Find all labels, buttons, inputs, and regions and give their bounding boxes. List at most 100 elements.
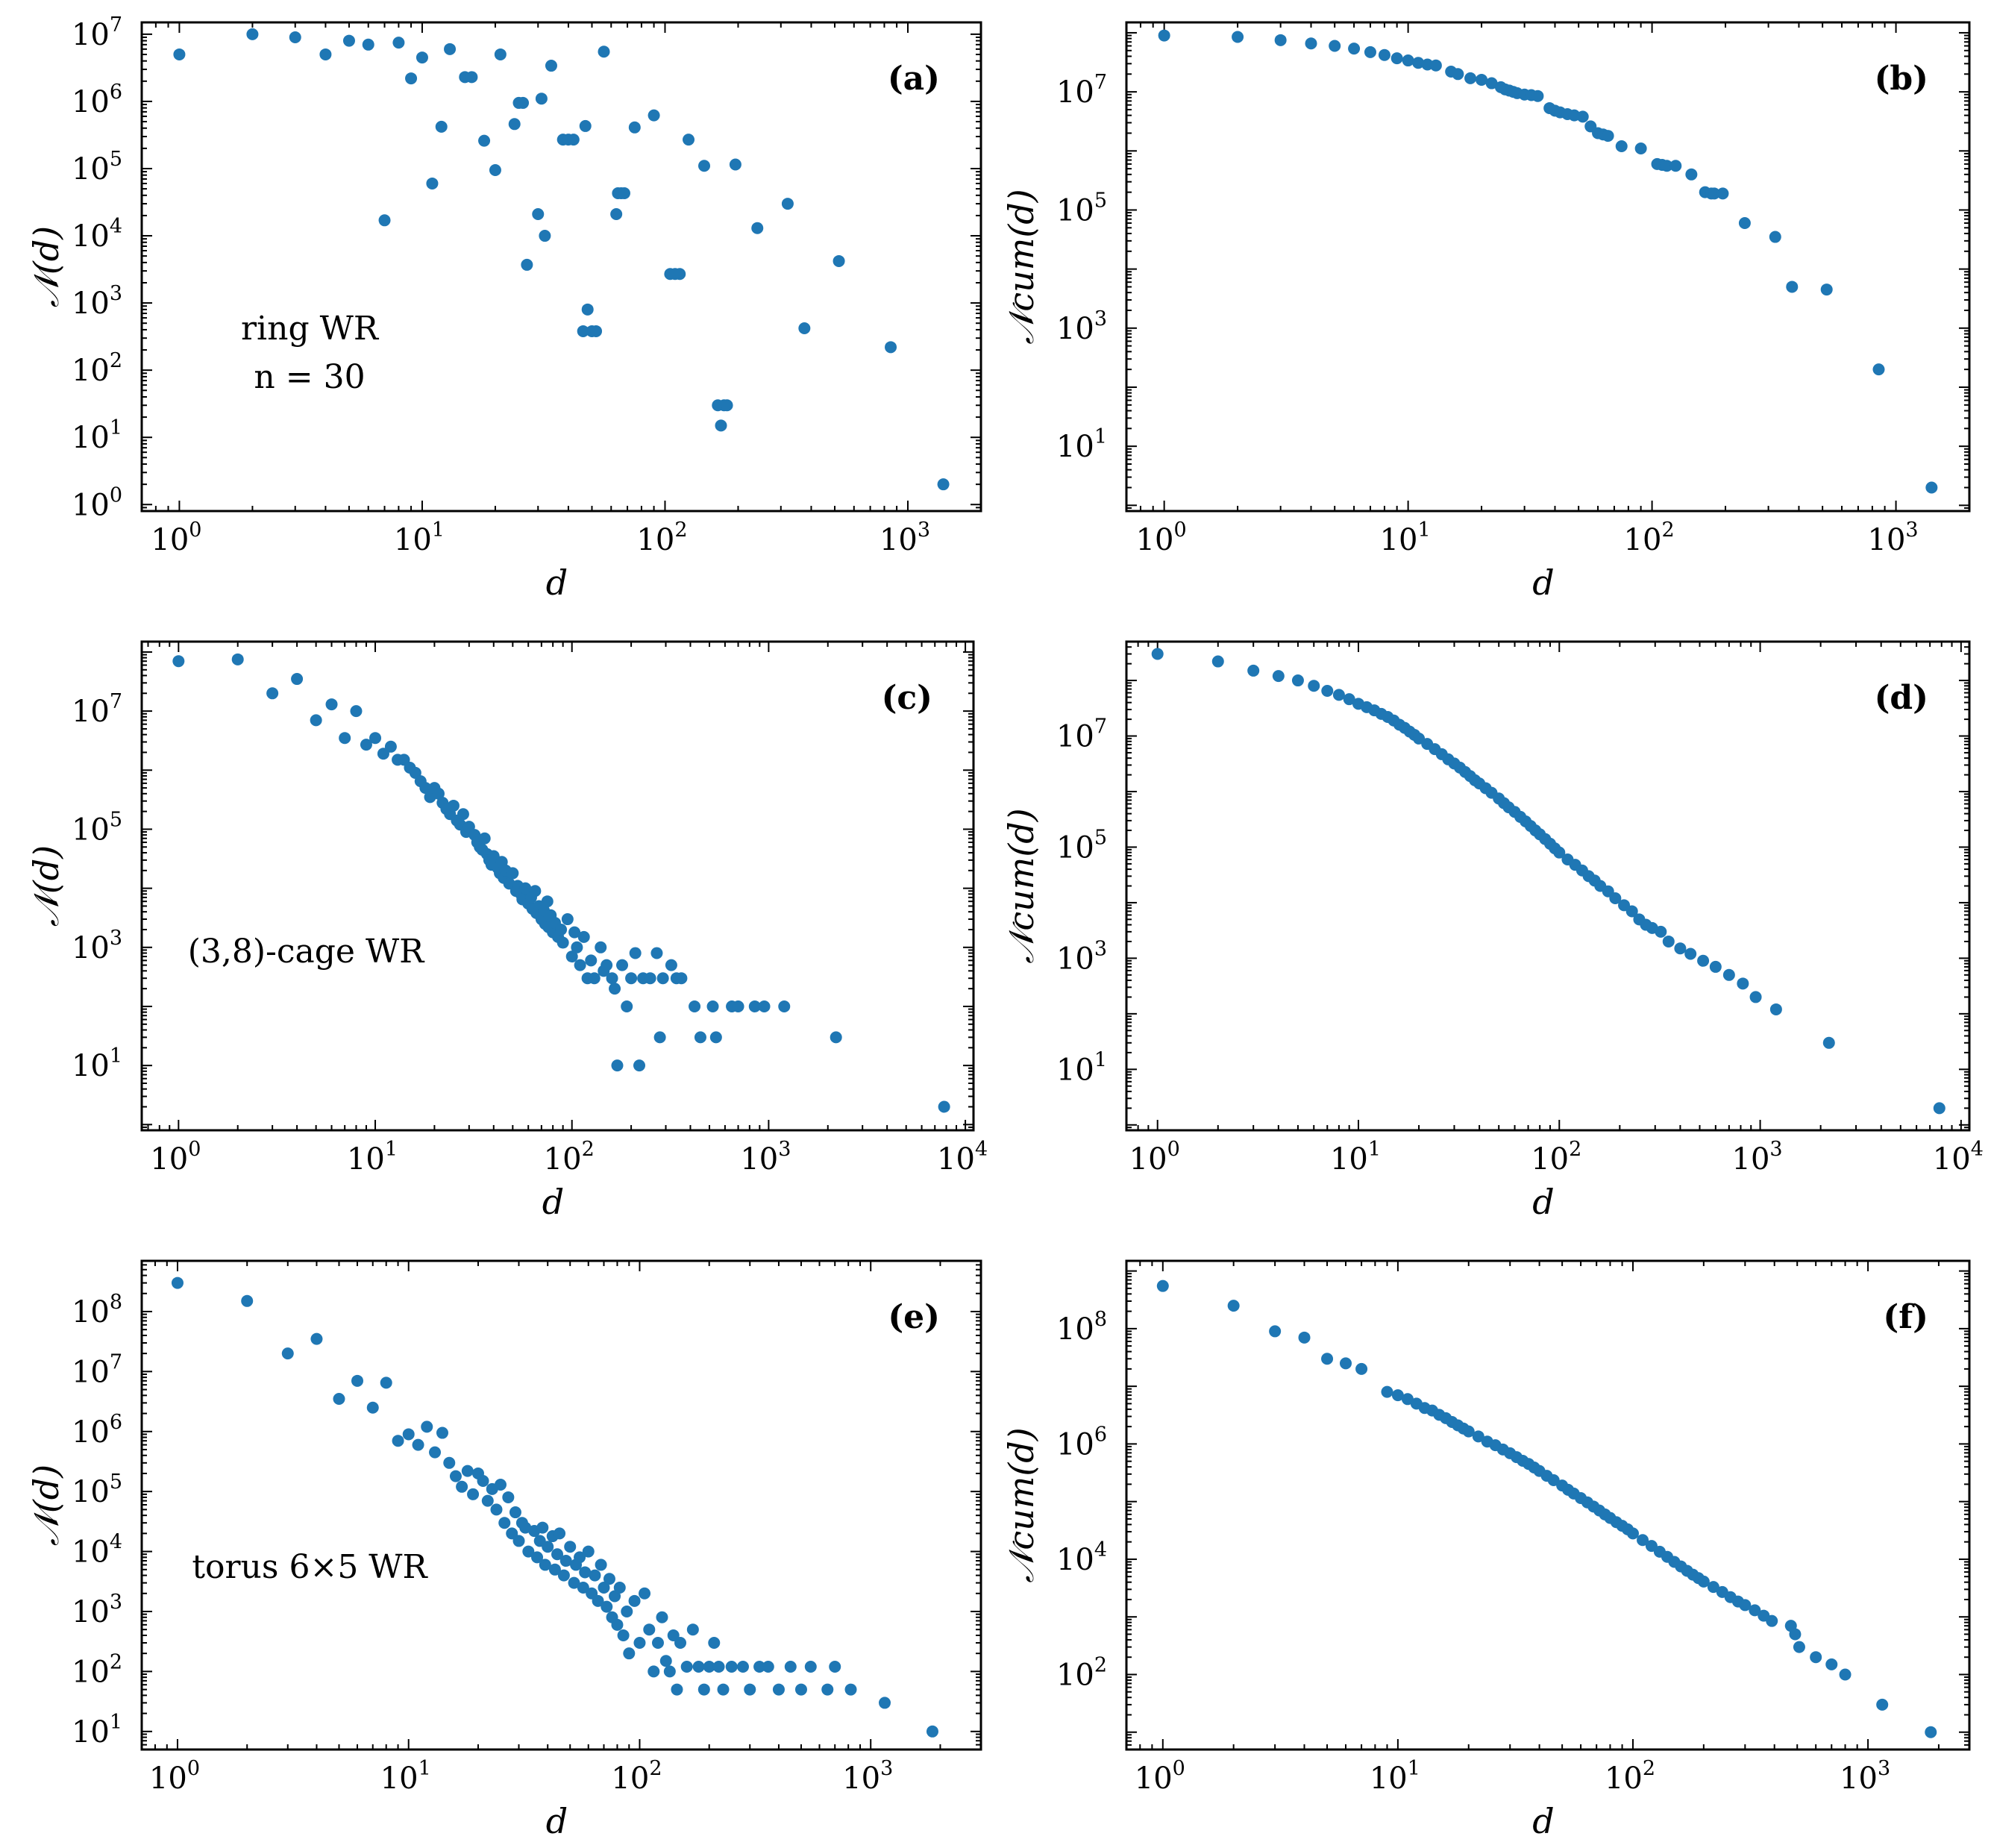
y-tick-label: 104 [1056,1538,1107,1577]
data-point [1739,1599,1752,1611]
data-point [1247,664,1260,677]
x-tick-label: 101 [1380,519,1431,557]
data-series [1158,29,1938,494]
data-point [351,1374,364,1387]
data-point [794,1683,807,1696]
x-axis-label: d [1532,1182,1554,1222]
data-point [706,1000,719,1012]
data-point [531,1551,544,1564]
data-point [291,673,304,686]
data-point [281,1347,294,1360]
data-point [333,1393,345,1406]
data-point [937,478,950,491]
data-point [633,1637,646,1650]
y-tick-label: 103 [72,282,122,321]
data-point [506,1527,518,1540]
data-point [653,1031,666,1044]
data-point [392,37,405,49]
data-point [542,1541,554,1553]
x-axis-label: d [542,1182,564,1222]
data-point [577,325,589,337]
data-point [1298,1331,1311,1344]
data-point [618,187,630,199]
data-point [1716,187,1729,200]
data-point [595,941,607,953]
data-point [366,1401,379,1414]
data-point [667,1629,680,1641]
data-point [532,208,545,221]
data-point [1321,1353,1334,1365]
data-point [697,1683,710,1696]
data-point [1609,892,1622,905]
data-point [1634,142,1647,155]
data-point [561,913,574,926]
y-axis-label: 𝒩(d) [26,1465,66,1546]
data-point [477,1475,489,1488]
data-point [457,808,469,821]
data-point [449,1470,462,1482]
data-point [556,936,569,949]
data-point [1697,1575,1710,1588]
data-point [392,1435,404,1447]
data-point [384,740,397,753]
data-point [378,214,391,227]
data-point [1872,363,1885,376]
y-axis-label: 𝒩(d) [26,226,66,307]
data-point [494,48,507,60]
data-point [1602,130,1614,142]
data-point [804,1661,817,1673]
data-point [577,1581,589,1594]
y-tick-label: 107 [1056,71,1107,110]
data-point [598,1581,610,1594]
data-point [1737,977,1749,990]
data-point [310,714,322,727]
data-point [590,325,603,337]
data-point [579,1566,592,1579]
y-tick-label: 105 [1056,189,1107,228]
y-axis-label: 𝒩cum(d) [1001,189,1041,344]
data-point [644,972,656,985]
data-point [568,1576,580,1589]
data-point [772,1683,785,1696]
panel-annotation: ring WR [241,310,380,348]
data-point [751,222,764,234]
data-point [521,258,533,271]
data-point [1308,680,1320,692]
plot-frame [1125,1259,1971,1751]
data-point [481,1494,494,1507]
y-axis: 101 103 105 107 [72,651,973,1131]
x-tick-label: 101 [1370,1757,1420,1796]
panel-d: 100 101 102 103 104 101 103 105 107 d 𝒩cum(d) (d) [1001,640,1984,1222]
y-tick-label: 108 [72,1291,122,1329]
data-point [478,134,491,147]
data-point [617,1629,630,1641]
data-point [708,1637,721,1650]
data-point [1655,925,1667,938]
data-point [656,1611,668,1623]
y-axis: 101 103 105 107 [1056,641,1969,1131]
x-tick-label: 103 [842,1757,893,1796]
data-point [926,1725,938,1738]
data-point [656,972,669,985]
data-point [1876,1698,1889,1711]
data-point [1472,1430,1484,1443]
data-point [319,48,332,60]
data-point [784,1661,797,1673]
y-tick-label: 103 [1056,937,1107,976]
x-tick-label: 103 [1732,1138,1783,1177]
x-tick-label: 104 [1933,1138,1984,1177]
data-point [715,419,727,432]
data-point [1329,40,1341,52]
panel-annotation: (3,8)-cage WR [188,933,425,971]
y-tick-label: 107 [72,1350,122,1389]
data-point [541,895,554,908]
data-point [698,160,711,172]
data-point [778,1000,791,1012]
data-point [729,158,741,171]
data-point [1547,1474,1560,1487]
data-point [588,972,601,985]
data-series [172,653,950,1113]
data-point [663,1665,676,1678]
x-tick-label: 100 [1136,519,1187,557]
data-point [621,1000,633,1012]
